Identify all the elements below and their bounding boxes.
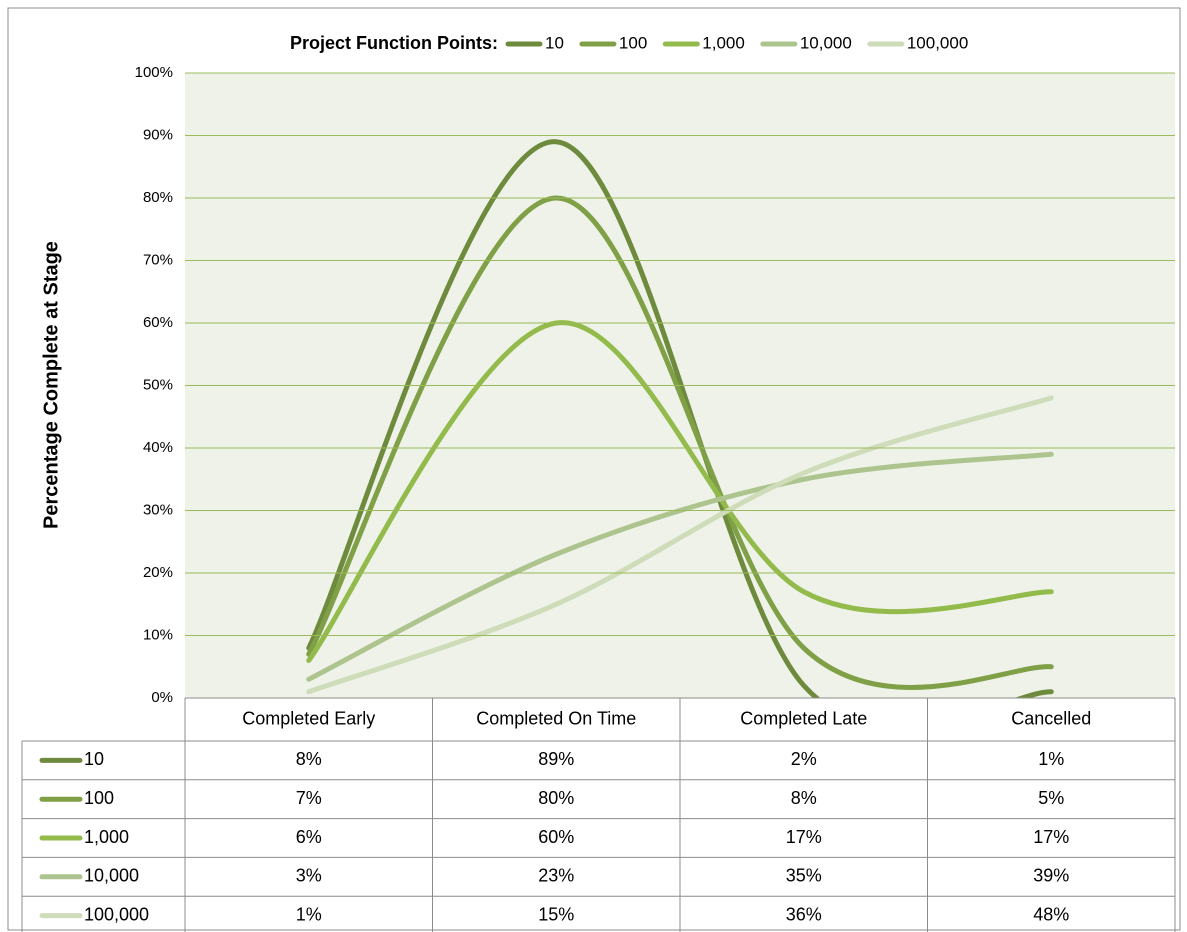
table-cell: 39%	[1033, 866, 1069, 886]
y-tick-label: 50%	[143, 376, 173, 393]
row-label: 1,000	[84, 827, 129, 847]
legend-label: 100	[619, 33, 647, 52]
table-cell: 5%	[1038, 788, 1064, 808]
row-label: 10	[84, 749, 104, 769]
category-header: Completed Early	[242, 708, 375, 728]
table-cell: 48%	[1033, 904, 1069, 924]
y-tick-label: 80%	[143, 189, 173, 206]
legend-label: 1,000	[702, 33, 745, 52]
series-line	[306, 195, 1054, 690]
series-line	[306, 139, 1054, 698]
row-label: 100	[84, 788, 114, 808]
series-line	[306, 451, 1054, 682]
table-cell: 3%	[296, 866, 322, 886]
y-tick-label: 10%	[143, 626, 173, 643]
table-cell: 15%	[538, 904, 574, 924]
y-axis-label: Percentage Complete at Stage	[40, 241, 62, 529]
y-tick-label: 20%	[143, 564, 173, 581]
y-tick-label: 60%	[143, 314, 173, 331]
table-cell: 6%	[296, 827, 322, 847]
category-header: Completed On Time	[476, 708, 636, 728]
legend-title: Project Function Points:	[290, 33, 498, 53]
series-line	[306, 395, 1054, 695]
row-label: 100,000	[84, 904, 149, 924]
category-header: Completed Late	[740, 708, 867, 728]
y-tick-label: 70%	[143, 251, 173, 268]
table-cell: 35%	[786, 866, 822, 886]
table-cell: 17%	[786, 827, 822, 847]
y-tick-label: 100%	[135, 64, 173, 81]
table-cell: 36%	[786, 904, 822, 924]
series-line	[306, 320, 1054, 663]
table-cell: 60%	[538, 827, 574, 847]
table-cell: 89%	[538, 749, 574, 769]
table-cell: 7%	[296, 788, 322, 808]
table-cell: 8%	[791, 788, 817, 808]
table-cell: 1%	[296, 904, 322, 924]
category-header: Cancelled	[1011, 708, 1091, 728]
row-label: 10,000	[84, 866, 139, 886]
table-cell: 80%	[538, 788, 574, 808]
legend-label: 10	[545, 33, 564, 52]
table-cell: 2%	[791, 749, 817, 769]
y-tick-label: 0%	[151, 689, 173, 706]
table-cell: 17%	[1033, 827, 1069, 847]
y-tick-label: 40%	[143, 439, 173, 456]
legend-label: 10,000	[800, 33, 852, 52]
y-tick-label: 90%	[143, 126, 173, 143]
y-tick-label: 30%	[143, 501, 173, 518]
legend-label: 100,000	[907, 33, 968, 52]
table-cell: 23%	[538, 866, 574, 886]
table-cell: 1%	[1038, 749, 1064, 769]
table-cell: 8%	[296, 749, 322, 769]
